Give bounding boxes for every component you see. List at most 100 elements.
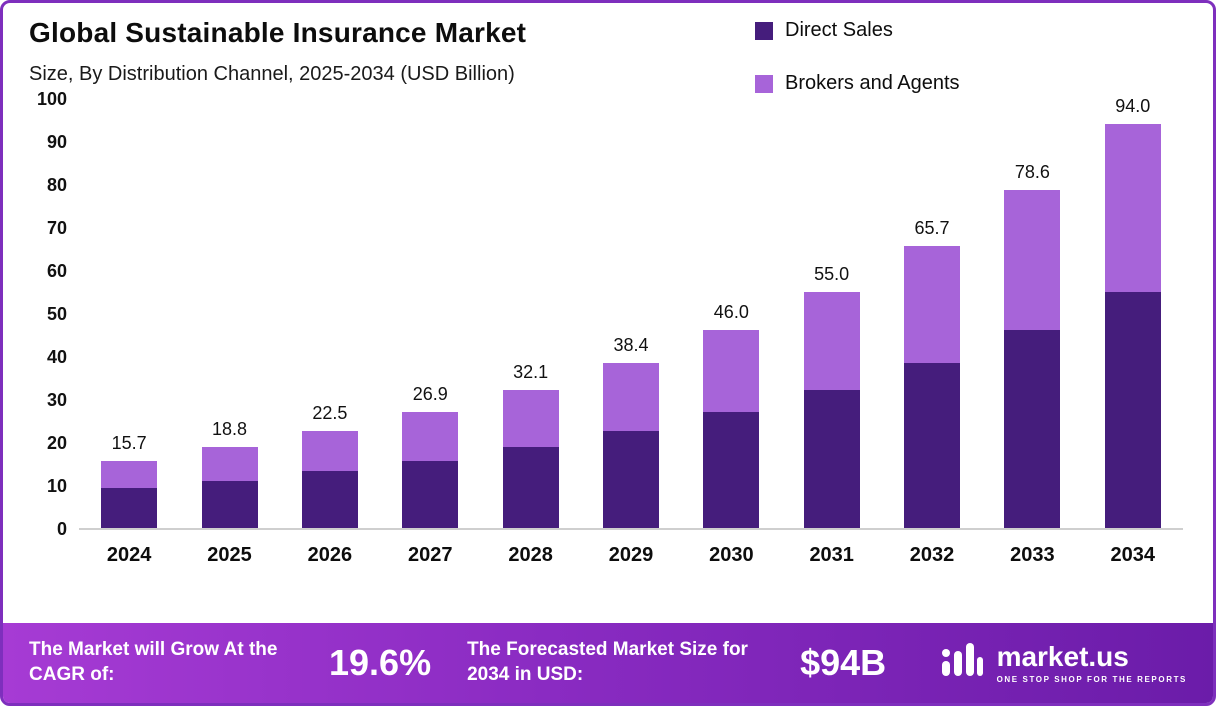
segment-direct-sales (101, 488, 158, 528)
bar-stack (904, 245, 961, 528)
x-axis-label-2025: 2025 (207, 544, 252, 566)
segment-direct-sales (602, 431, 659, 528)
y-tick-label: 20 (46, 433, 67, 453)
y-tick-label: 10 (46, 476, 67, 496)
bar-stack (703, 330, 760, 528)
segment-direct-sales (803, 389, 860, 528)
segment-brokers-and-agents (101, 460, 158, 489)
chart-header: Global Sustainable Insurance Market Size… (3, 3, 1213, 86)
segment-direct-sales (1104, 291, 1161, 528)
legend-item-direct-sales: Direct Sales (755, 19, 960, 42)
bar-stack (1004, 190, 1061, 528)
bar-column-2031: 55.0 (803, 263, 860, 528)
x-axis-label-2027: 2027 (408, 544, 453, 566)
bar-column-2028: 32.1 (502, 361, 559, 528)
segment-direct-sales (1004, 330, 1061, 528)
legend-label-brokers-agents: Brokers and Agents (785, 72, 960, 94)
bar-column-2030: 46.0 (703, 302, 760, 528)
legend-swatch-brokers-agents (755, 74, 773, 93)
y-tick-label: 50 (46, 304, 67, 324)
segment-brokers-and-agents (301, 431, 358, 472)
bar-stack (1104, 123, 1161, 528)
y-tick-label: 90 (46, 132, 67, 152)
x-axis-label-2028: 2028 (508, 544, 553, 566)
plot-wrap: 15.7 18.8 22.5 26.9 32.1 38.4 46.0 55.0 65.7 78.6… (79, 96, 1183, 567)
bar-stack (101, 460, 158, 528)
segment-direct-sales (201, 480, 258, 528)
bar-total-label: 55.0 (814, 263, 850, 284)
stats-banner: The Market will Grow At the CAGR of: 19.… (3, 623, 1213, 703)
bar-stack (502, 389, 559, 528)
segment-direct-sales (301, 471, 358, 528)
bar-column-2027: 26.9 (402, 384, 459, 528)
bar-total-label: 78.6 (1014, 162, 1050, 183)
bar-total-label: 32.1 (513, 361, 549, 382)
x-axis-label-2030: 2030 (709, 544, 754, 566)
bar-column-2029: 38.4 (602, 334, 659, 528)
bar-column-2025: 18.8 (201, 419, 258, 528)
brand-block: market.us ONE STOP SHOP FOR THE REPORTS (939, 638, 1187, 689)
segment-direct-sales (402, 460, 459, 528)
segment-direct-sales (904, 362, 961, 528)
segment-brokers-and-agents (703, 330, 760, 413)
bar-total-label: 94.0 (1115, 95, 1151, 116)
y-tick-label: 80 (46, 175, 67, 195)
y-tick-label: 100 (36, 89, 67, 109)
legend-swatch-direct-sales (755, 21, 773, 40)
forecast-label: The Forecasted Market Size for 2034 in U… (467, 639, 748, 685)
bar-total-label: 46.0 (713, 302, 749, 323)
x-axis-label-2034: 2034 (1110, 544, 1156, 566)
y-tick-label: 70 (46, 218, 67, 238)
x-axis-label-2029: 2029 (608, 544, 654, 566)
bar-column-2034: 94.0 (1104, 95, 1161, 528)
x-axis: 2024 2025 2026 2027 2028 2029 2030 2031 2032 2033… (79, 544, 1183, 567)
forecast-value: $94B (800, 642, 887, 683)
bar-total-label: 15.7 (111, 432, 147, 453)
page-title: Global Sustainable Insurance Market (29, 17, 527, 48)
segment-brokers-and-agents (1104, 123, 1161, 292)
y-tick-label: 30 (46, 390, 67, 410)
segment-brokers-and-agents (602, 362, 659, 432)
segment-brokers-and-agents (502, 389, 559, 448)
x-axis-label-2026: 2026 (307, 544, 353, 566)
cagr-value: 19.6% (329, 642, 432, 683)
brand-name: market.us (996, 640, 1129, 672)
segment-direct-sales (703, 412, 760, 528)
bar-total-label: 18.8 (212, 419, 248, 440)
x-axis-label-2024: 2024 (106, 544, 152, 566)
x-axis-label-2033: 2033 (1010, 544, 1055, 566)
segment-brokers-and-agents (402, 412, 459, 461)
x-axis-label-2032: 2032 (909, 544, 955, 566)
bar-column-2024: 15.7 (101, 432, 158, 528)
bar-column-2033: 78.6 (1004, 162, 1061, 528)
bar-stack (402, 412, 459, 528)
bar-total-label: 38.4 (613, 334, 649, 355)
bar-total-label: 22.5 (312, 403, 348, 424)
bar-total-label: 65.7 (914, 217, 950, 238)
segment-brokers-and-agents (904, 245, 961, 363)
y-tick-label: 40 (46, 347, 67, 367)
bar-stack (301, 431, 358, 528)
bar-total-label: 26.9 (412, 384, 448, 405)
legend: Direct Sales Brokers and Agents (755, 19, 960, 95)
y-tick-label: 0 (56, 519, 67, 539)
stacked-bar-chart: 0 10 20 30 40 50 60 70 80 90 100 15.7 18.8 22.5 26.9 3… (25, 89, 1183, 567)
segment-direct-sales (502, 447, 559, 528)
segment-brokers-and-agents (201, 447, 258, 481)
plot-area: 15.7 18.8 22.5 26.9 32.1 38.4 46.0 55.0 65.7 78.6… (79, 96, 1183, 530)
bar-stack (803, 291, 860, 528)
cagr-label: The Market will Grow At the CAGR of: (29, 639, 278, 685)
segment-brokers-and-agents (1004, 190, 1061, 331)
bar-stack (201, 447, 258, 528)
brand-tagline: ONE STOP SHOP FOR THE REPORTS (996, 674, 1187, 684)
x-axis-label-2031: 2031 (809, 544, 854, 566)
y-axis: 0 10 20 30 40 50 60 70 80 90 100 (25, 89, 79, 539)
page-subtitle: Size, By Distribution Channel, 2025-2034… (29, 63, 515, 85)
brand-text: market.us ONE STOP SHOP FOR THE REPORTS (996, 640, 1187, 684)
bar-column-2032: 65.7 (904, 217, 961, 528)
legend-label-direct-sales: Direct Sales (785, 19, 893, 41)
bar-stack (602, 362, 659, 528)
segment-brokers-and-agents (803, 291, 860, 390)
y-tick-label: 60 (46, 261, 67, 281)
